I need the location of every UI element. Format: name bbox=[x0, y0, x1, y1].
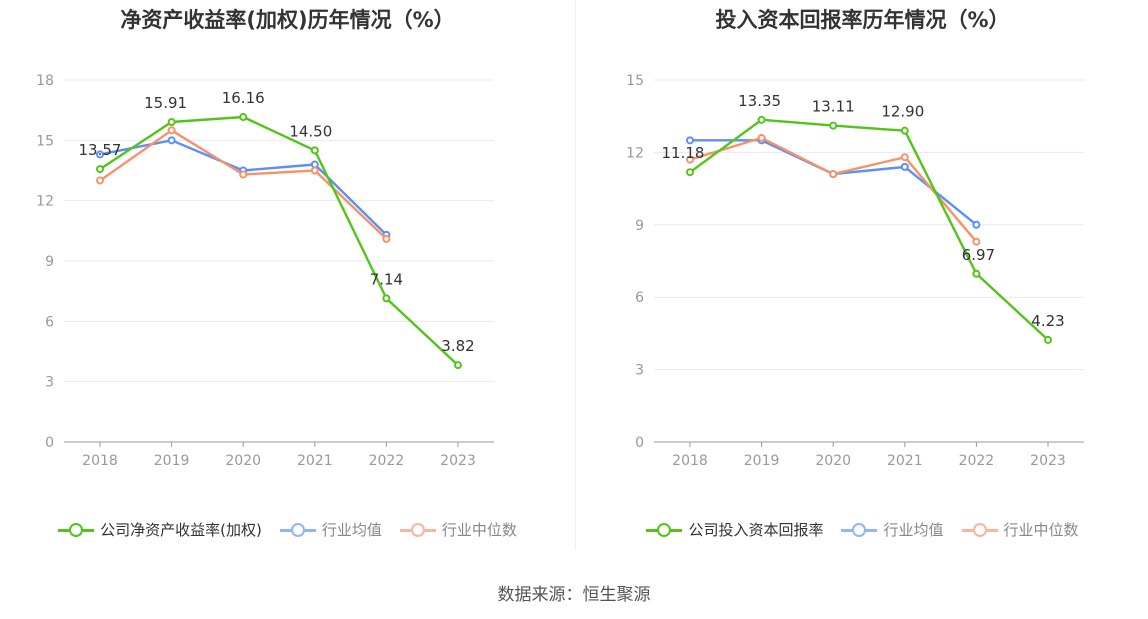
data-label: 7.14 bbox=[370, 270, 403, 288]
panel-divider bbox=[575, 0, 576, 550]
y-tick-label: 9 bbox=[45, 254, 54, 270]
x-tick-label: 2020 bbox=[815, 453, 851, 469]
series-line bbox=[689, 118, 1049, 341]
data-point bbox=[239, 113, 248, 122]
data-point bbox=[972, 237, 981, 246]
roic-chart-panel: 投入资本回报率历年情况（%） 0 3 6 9 12 15 2018 2019 2020 2021 2… bbox=[577, 0, 1148, 560]
y-tick-label: 15 bbox=[626, 73, 644, 89]
data-point bbox=[900, 126, 909, 135]
chart-legend: 公司投入资本回报率 行业均值 行业中位数 bbox=[577, 519, 1148, 540]
legend-label: 行业均值 bbox=[321, 521, 382, 539]
y-tick-label: 6 bbox=[45, 314, 54, 330]
legend-item[interactable]: 行业中位数 bbox=[399, 519, 517, 540]
data-point bbox=[829, 121, 838, 130]
legend-label: 行业均值 bbox=[883, 521, 944, 539]
data-point bbox=[96, 165, 104, 174]
data-label: 3.82 bbox=[441, 337, 474, 355]
x-tick-label: 2021 bbox=[887, 453, 923, 469]
legend-marker-icon bbox=[961, 520, 998, 540]
chart-legend: 公司净资产收益率(加权) 行业均值 行业中位数 bbox=[0, 519, 575, 540]
y-tick-label: 0 bbox=[45, 435, 54, 451]
data-point bbox=[829, 170, 838, 179]
data-point bbox=[1044, 335, 1052, 344]
data-label: 13.11 bbox=[812, 98, 855, 116]
chart-title: 投入资本回报率历年情况（%） bbox=[715, 8, 1010, 32]
data-point bbox=[686, 168, 694, 177]
data-source: 数据来源：恒生聚源 bbox=[497, 585, 651, 605]
x-tick-label: 2022 bbox=[959, 453, 995, 469]
y-tick-label: 12 bbox=[36, 194, 54, 210]
data-point bbox=[382, 234, 391, 243]
data-point bbox=[167, 118, 176, 127]
y-tick-label: 0 bbox=[635, 435, 644, 451]
data-point bbox=[167, 136, 176, 145]
data-point bbox=[454, 361, 462, 370]
data-point bbox=[382, 294, 391, 303]
data-label: 11.18 bbox=[662, 144, 705, 162]
data-label: 13.35 bbox=[738, 92, 781, 110]
y-tick-label: 3 bbox=[45, 375, 54, 391]
x-tick-label: 2018 bbox=[82, 453, 118, 469]
series-line bbox=[99, 139, 388, 236]
legend-item[interactable]: 行业均值 bbox=[279, 519, 382, 540]
data-point bbox=[757, 115, 766, 124]
data-label: 12.90 bbox=[881, 103, 924, 121]
data-label: 14.50 bbox=[289, 122, 332, 140]
legend-label: 公司净资产收益率(加权) bbox=[100, 521, 262, 539]
x-tick-label: 2023 bbox=[440, 453, 476, 469]
data-point bbox=[310, 146, 319, 155]
legend-item[interactable]: 公司投入资本回报率 bbox=[646, 519, 823, 540]
data-point bbox=[310, 166, 319, 175]
data-point bbox=[686, 136, 694, 145]
data-point bbox=[757, 133, 766, 142]
x-tick-label: 2019 bbox=[744, 453, 780, 469]
legend-label: 行业中位数 bbox=[1003, 521, 1079, 539]
roic-line-chart: 0 3 6 9 12 15 2018 2019 2020 2021 2022 2023 11.18 13.… bbox=[626, 73, 1084, 469]
y-tick-label: 12 bbox=[626, 145, 644, 161]
data-label: 16.16 bbox=[222, 89, 265, 107]
legend-label: 行业中位数 bbox=[441, 521, 517, 539]
legend-label: 公司投入资本回报率 bbox=[688, 521, 824, 539]
x-tick-label: 2019 bbox=[154, 453, 190, 469]
legend-item[interactable]: 行业中位数 bbox=[961, 519, 1079, 540]
data-point bbox=[167, 126, 176, 135]
data-label: 6.97 bbox=[962, 246, 995, 264]
data-label: 4.23 bbox=[1031, 312, 1064, 330]
x-tick-label: 2023 bbox=[1030, 453, 1066, 469]
legend-marker-icon bbox=[399, 520, 436, 540]
x-tick-label: 2018 bbox=[672, 453, 708, 469]
roe-line-chart: 0 3 6 9 12 15 18 2018 2019 2020 2021 2022 2023 13.57 1… bbox=[36, 73, 494, 469]
y-tick-label: 3 bbox=[635, 363, 644, 379]
data-point bbox=[96, 176, 104, 185]
data-label: 15.91 bbox=[144, 94, 187, 112]
x-tick-label: 2020 bbox=[225, 453, 261, 469]
data-point bbox=[686, 155, 694, 164]
chart-title: 净资产收益率(加权)历年情况（%） bbox=[120, 8, 455, 32]
x-tick-label: 2022 bbox=[369, 453, 405, 469]
x-tick-label: 2021 bbox=[297, 453, 333, 469]
y-tick-label: 6 bbox=[635, 290, 644, 306]
data-point bbox=[96, 150, 104, 159]
legend-marker-icon bbox=[58, 520, 95, 540]
y-tick-label: 18 bbox=[36, 73, 54, 89]
legend-marker-icon bbox=[841, 520, 878, 540]
y-tick-label: 9 bbox=[635, 218, 644, 234]
series-line bbox=[99, 115, 459, 367]
data-point bbox=[972, 269, 981, 278]
y-tick-label: 15 bbox=[36, 133, 54, 149]
legend-marker-icon bbox=[646, 520, 683, 540]
data-point bbox=[900, 162, 909, 171]
data-point bbox=[900, 153, 909, 162]
series-line bbox=[690, 139, 978, 226]
data-point bbox=[239, 170, 248, 179]
legend-item[interactable]: 行业均值 bbox=[841, 519, 944, 540]
data-point bbox=[972, 220, 981, 229]
legend-marker-icon bbox=[279, 520, 316, 540]
roe-chart-panel: 净资产收益率(加权)历年情况（%） 0 3 6 9 12 15 18 2018 2019 2020… bbox=[0, 0, 575, 560]
legend-item[interactable]: 公司净资产收益率(加权) bbox=[58, 519, 262, 540]
data-label: 13.57 bbox=[79, 141, 122, 159]
